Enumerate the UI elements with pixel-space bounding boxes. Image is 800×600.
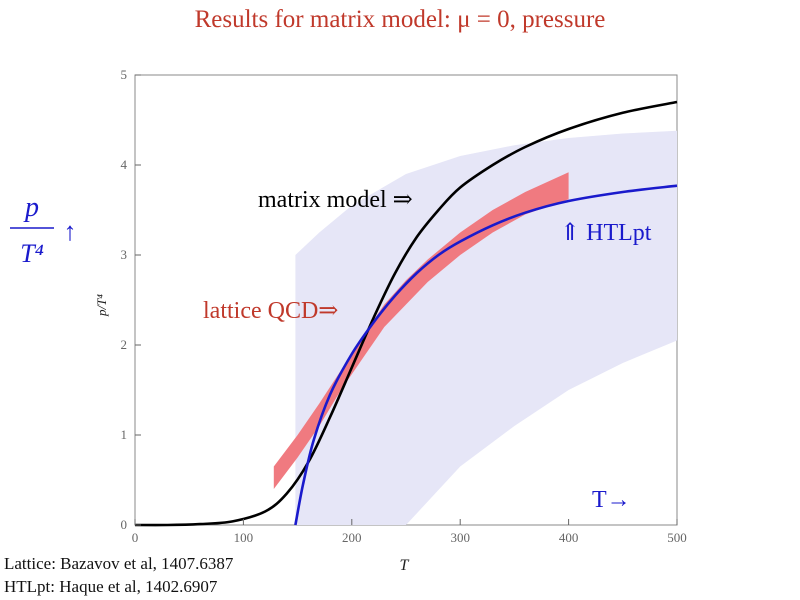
x-tick-label: 500: [667, 530, 687, 545]
x-tick-label: 300: [450, 530, 470, 545]
lattice-qcd-band: [273, 172, 569, 489]
matrix-model-annotation: matrix model ⇒: [258, 187, 413, 213]
y-axis-label: p/T⁴: [94, 294, 109, 317]
htlpt-uncertainty-band: [295, 130, 677, 526]
big-ylabel-denominator: T⁴: [20, 239, 44, 268]
big-ylabel-numerator: p: [23, 192, 39, 223]
slide-title: Results for matrix model: μ = 0, pressur…: [194, 6, 606, 33]
htlpt-curve: [294, 184, 678, 526]
lattice-reference: Lattice: Bazavov et al, 1407.6387: [4, 554, 234, 573]
x-tick-label: 100: [234, 530, 254, 545]
y-tick-label: 4: [121, 157, 128, 172]
y-tick-label: 0: [121, 517, 128, 532]
big-ylabel-arrow: ↑: [64, 217, 77, 246]
t-arrow-annotation: T→: [592, 487, 631, 513]
x-tick-label: 200: [342, 530, 362, 545]
lattice-annotation: lattice QCD⇒: [203, 298, 338, 324]
y-tick-label: 1: [121, 427, 128, 442]
y-tick-label: 2: [121, 337, 128, 352]
x-axis-label: T: [400, 557, 410, 574]
htlpt-annotation: ⇑ HTLpt: [560, 220, 652, 246]
htlpt-reference: HTLpt: Haque et al, 1402.6907: [4, 577, 218, 596]
y-tick-label: 3: [121, 247, 128, 262]
x-tick-label: 400: [559, 530, 579, 545]
y-tick-label: 5: [121, 67, 128, 82]
matrix-model-curve: [134, 100, 678, 527]
x-tick-label: 0: [132, 530, 139, 545]
